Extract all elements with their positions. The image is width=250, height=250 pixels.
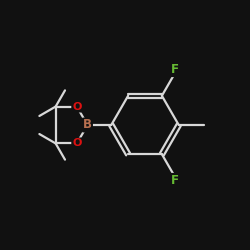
Text: B: B — [83, 118, 92, 132]
Text: O: O — [72, 138, 82, 148]
Text: O: O — [72, 102, 82, 112]
Text: F: F — [170, 174, 178, 187]
Text: F: F — [170, 63, 178, 76]
